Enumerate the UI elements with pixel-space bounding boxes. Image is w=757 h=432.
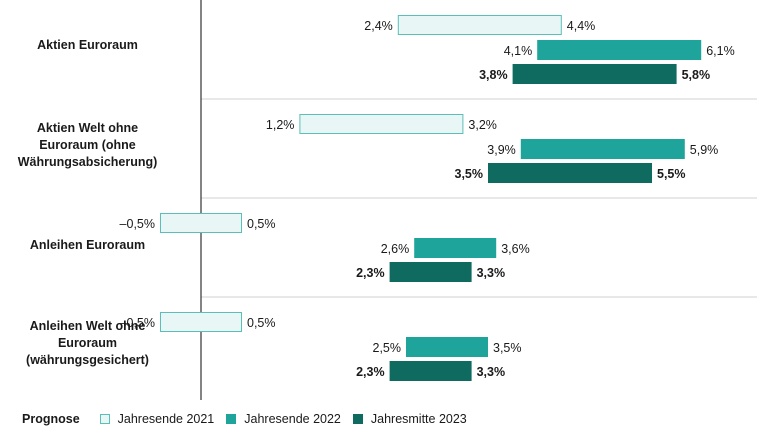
high-label-1-4: 0,5% — [247, 316, 276, 330]
bar-2-3 — [414, 238, 497, 258]
legend-label-2023: Jahresmitte 2023 — [370, 412, 467, 426]
legend-swatch-2023 — [352, 414, 363, 424]
high-label-2-3: 3,6% — [501, 242, 530, 256]
high-label-1-2: 3,2% — [468, 118, 497, 132]
low-label-3-3: 2,3% — [356, 266, 385, 280]
high-label-3-1: 5,8% — [682, 68, 711, 82]
bar-2-4 — [406, 337, 488, 357]
category-label-1: Aktien Euroraum — [37, 38, 138, 52]
legend-swatch-2021 — [99, 414, 110, 424]
high-label-3-2: 5,5% — [657, 167, 686, 181]
category-label-4: Anleihen Welt ohne Euroraum (währungsges… — [26, 319, 149, 367]
bar-1-2 — [299, 114, 464, 134]
low-label-3-2: 3,5% — [455, 167, 484, 181]
legend-label-2021: Jahresende 2021 — [117, 412, 215, 426]
high-label-2-4: 3,5% — [493, 341, 522, 355]
bar-1-3 — [160, 213, 242, 233]
low-label-2-1: 4,1% — [504, 44, 533, 58]
bar-3-1 — [512, 64, 677, 84]
bar-2-1 — [537, 40, 702, 60]
legend: Prognose Jahresende 2021 Jahresende 2022… — [22, 410, 479, 428]
high-label-1-1: 4,4% — [567, 19, 596, 33]
low-label-1-4: –0,5% — [120, 316, 155, 330]
legend-item-2021: Jahresende 2021 — [99, 412, 215, 426]
high-label-2-1: 6,1% — [706, 44, 735, 58]
bar-3-2 — [488, 163, 652, 183]
high-label-3-4: 3,3% — [477, 365, 506, 379]
legend-label-2022: Jahresende 2022 — [244, 412, 341, 426]
low-label-3-1: 3,8% — [479, 68, 508, 82]
bar-3-4 — [389, 361, 472, 381]
legend-title: Prognose — [22, 412, 80, 426]
bar-1-4 — [160, 312, 242, 332]
category-label-2: Aktien Welt ohne Euroraum (ohne Währungs… — [17, 121, 158, 169]
low-label-1-1: 2,4% — [364, 19, 393, 33]
low-label-1-3: –0,5% — [120, 217, 155, 231]
legend-item-2022: Jahresende 2022 — [226, 412, 341, 426]
legend-item-2023: Jahresmitte 2023 — [352, 412, 467, 426]
high-label-2-2: 5,9% — [690, 143, 719, 157]
low-label-2-3: 2,6% — [381, 242, 410, 256]
category-label-3: Anleihen Euroraum — [29, 238, 146, 252]
low-label-2-4: 2,5% — [373, 341, 402, 355]
low-label-3-4: 2,3% — [356, 365, 385, 379]
bar-2-2 — [520, 139, 685, 159]
bar-1-1 — [397, 15, 562, 35]
high-label-1-3: 0,5% — [247, 217, 276, 231]
low-label-2-2: 3,9% — [487, 143, 516, 157]
legend-swatch-2022 — [226, 414, 237, 424]
high-label-3-3: 3,3% — [477, 266, 506, 280]
bar-3-3 — [389, 262, 472, 282]
low-label-1-2: 1,2% — [266, 118, 295, 132]
